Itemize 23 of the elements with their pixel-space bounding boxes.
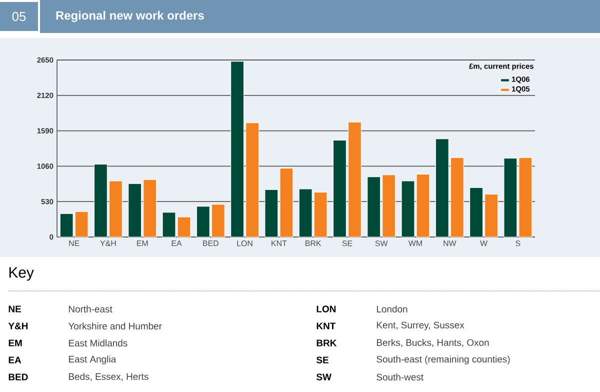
- text: South-west: [376, 374, 424, 380]
- text: BED: [8, 374, 28, 380]
- text: East Midlands: [68, 340, 128, 346]
- text: EM: [8, 340, 22, 346]
- text: Kent, Surrey, Sussex: [376, 322, 464, 330]
- text: BRK: [316, 340, 337, 346]
- text: SW: [316, 374, 332, 380]
- text: EA: [8, 356, 22, 364]
- text: KNT: [316, 322, 336, 330]
- text: London: [376, 306, 408, 312]
- text: Beds, Essex, Herts: [68, 372, 148, 382]
- text: Key: [9, 267, 34, 281]
- text: SE: [316, 356, 328, 364]
- text: Yorkshire and Humber: [68, 322, 162, 330]
- text: South-east (remaining counties): [376, 356, 510, 364]
- text: Y&H: [8, 322, 28, 330]
- text: 05: [12, 12, 26, 22]
- text: East Anglia: [68, 356, 116, 364]
- text: North-east: [68, 306, 112, 312]
- text: NE: [8, 306, 21, 312]
- text: LON: [316, 306, 336, 312]
- chart-title: Regional new work orders: [56, 10, 204, 22]
- text: Berks, Bucks, Hants, Oxon: [376, 338, 489, 348]
